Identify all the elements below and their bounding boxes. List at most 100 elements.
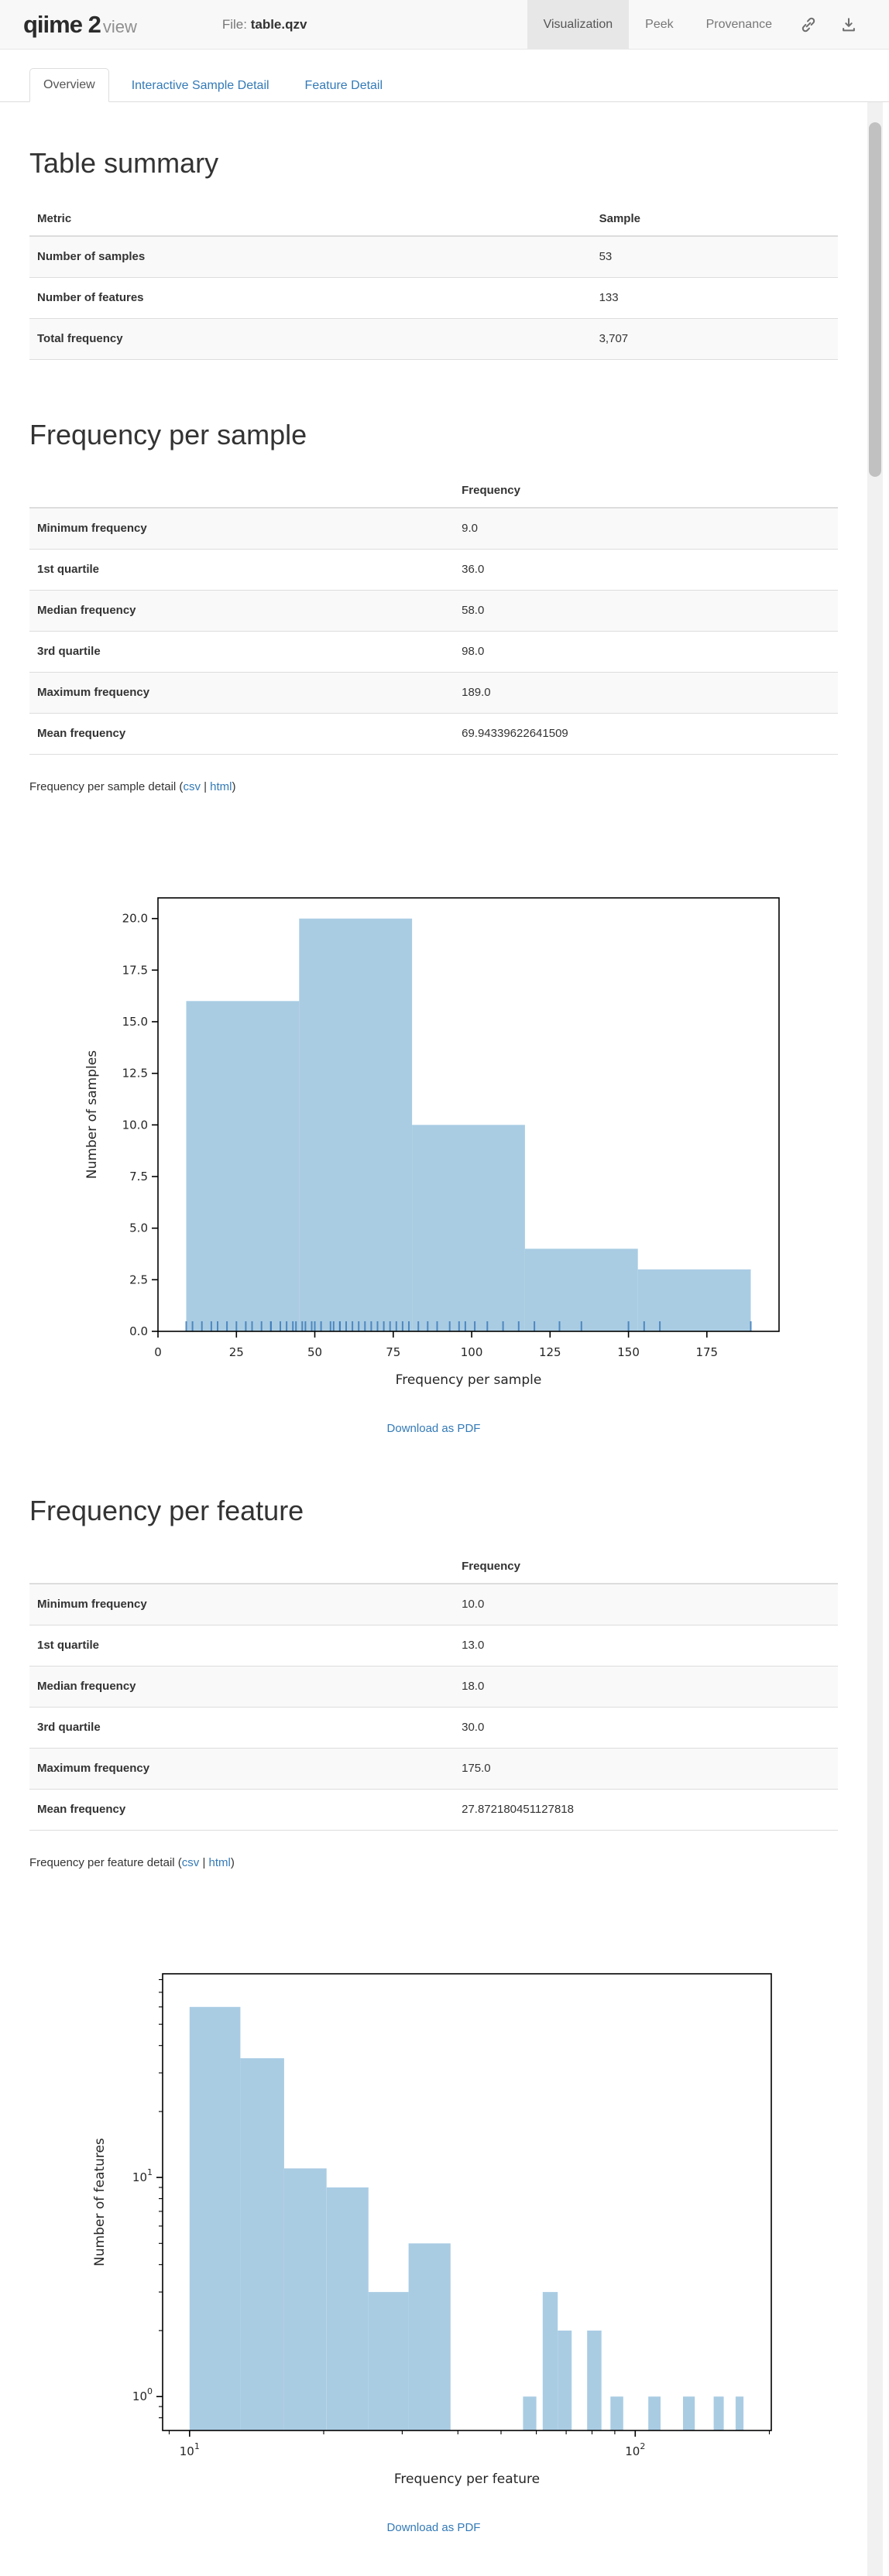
table-row: Number of features 133: [29, 277, 838, 319]
sample-detail-line: Frequency per sample detail (csv | html): [29, 779, 838, 794]
table-summary-heading: Table summary: [29, 147, 219, 179]
value-cell: 98.0: [462, 645, 485, 658]
value-cell: 13.0: [462, 1639, 485, 1652]
metric-cell: Number of samples: [37, 250, 146, 263]
frequency-per-sample-table: Frequency Minimum frequency 9.0 1st quarti…: [29, 474, 838, 755]
svg-text:15.0: 15.0: [122, 1015, 148, 1029]
svg-text:0.0: 0.0: [129, 1324, 148, 1338]
value-cell: 36.0: [462, 563, 485, 576]
qiime2view-logo[interactable]: qiime 2 view: [23, 11, 137, 39]
table-row: Median frequency 58.0: [29, 590, 838, 632]
table-header-row: Frequency: [29, 474, 838, 509]
svg-text:Number of samples: Number of samples: [84, 1050, 100, 1179]
file-name: table.qzv: [250, 16, 307, 32]
feature-detail-csv-link[interactable]: csv: [181, 1856, 200, 1869]
value-cell: 189.0: [462, 686, 491, 699]
metric-cell: Mean frequency: [37, 1803, 126, 1816]
metric-cell: Mean frequency: [37, 727, 126, 740]
feature-download-line: Download as PDF: [29, 2520, 838, 2535]
col-header-sample: Sample: [591, 203, 838, 237]
overview-content: Table summary Metric Sample Number of sa…: [29, 147, 838, 2574]
svg-text:17.5: 17.5: [122, 963, 148, 977]
metric-cell: 1st quartile: [37, 563, 100, 576]
sample-download-pdf-link[interactable]: Download as PDF: [386, 1422, 481, 1435]
file-info: File: table.qzv: [222, 17, 307, 33]
detail-close-paren: ): [230, 1856, 235, 1869]
table-row: Mean frequency 69.94339622641509: [29, 713, 838, 755]
histogram-svg: 0 25 50 75 100 125 150 175 0.0 2.5 5.0 7.5 10.0 12.5 1…: [84, 897, 780, 1388]
download-file-icon[interactable]: [829, 0, 869, 50]
col-header-metric: Metric: [29, 203, 592, 237]
svg-text:5.0: 5.0: [129, 1221, 148, 1235]
svg-text:150: 150: [617, 1345, 640, 1359]
svg-text:Frequency per feature: Frequency per feature: [394, 2472, 540, 2487]
metric-cell: Minimum frequency: [37, 1598, 147, 1611]
metric-cell: Median frequency: [37, 1680, 136, 1693]
top-navbar: qiime 2 view File: table.qzv Visualizatio…: [0, 0, 889, 50]
col-header-empty: [29, 1550, 455, 1584]
value-cell: 69.94339622641509: [462, 727, 568, 740]
metric-cell: Median frequency: [37, 604, 136, 617]
col-header-frequency: Frequency: [454, 474, 838, 509]
feature-download-pdf-link[interactable]: Download as PDF: [386, 2521, 481, 2534]
sample-detail-html-link[interactable]: html: [210, 780, 232, 793]
tab-interactive-sample-detail[interactable]: Interactive Sample Detail: [131, 79, 269, 92]
metric-cell: Maximum frequency: [37, 1762, 150, 1775]
table-row: 1st quartile 13.0: [29, 1625, 838, 1667]
scrollbar[interactable]: [867, 102, 883, 2576]
value-cell: 53: [599, 250, 613, 263]
frequency-per-sample-histogram: 0 25 50 75 100 125 150 175 0.0 2.5 5.0 7.5 10.0 12.5 1…: [29, 886, 838, 1396]
col-header-empty: [29, 474, 455, 509]
tab-feature-detail[interactable]: Feature Detail: [304, 79, 383, 92]
svg-text:50: 50: [307, 1345, 322, 1359]
value-cell: 9.0: [462, 522, 478, 535]
svg-text:101: 101: [132, 2167, 153, 2184]
table-row: Maximum frequency 189.0: [29, 672, 838, 714]
value-cell: 133: [599, 291, 619, 304]
metric-cell: 3rd quartile: [37, 645, 101, 658]
scrollbar-thumb[interactable]: [869, 122, 881, 477]
histogram-svg: 101 102 100 101 Frequency per feature Number …: [92, 1973, 772, 2487]
table-row: Total frequency 3,707: [29, 318, 838, 360]
value-cell: 3,707: [599, 332, 629, 345]
value-cell: 10.0: [462, 1598, 485, 1611]
navbar-menu: Visualization Peek Provenance: [527, 0, 889, 50]
metric-cell: Total frequency: [37, 332, 123, 345]
nav-item-provenance[interactable]: Provenance: [705, 17, 772, 31]
value-cell: 30.0: [462, 1721, 485, 1734]
table-row: 3rd quartile 30.0: [29, 1707, 838, 1749]
svg-text:Number of features: Number of features: [92, 2138, 108, 2266]
feature-detail-text: Frequency per feature detail (: [29, 1856, 182, 1869]
svg-text:100: 100: [461, 1345, 483, 1359]
svg-text:102: 102: [625, 2441, 645, 2458]
sample-detail-csv-link[interactable]: csv: [183, 780, 201, 793]
svg-text:125: 125: [539, 1345, 561, 1359]
file-label: File:: [221, 16, 247, 32]
brand-qiime2-text: qiime 2: [23, 10, 101, 38]
svg-text:7.5: 7.5: [129, 1170, 148, 1184]
value-cell: 175.0: [462, 1762, 491, 1775]
nav-item-visualization[interactable]: Visualization: [527, 0, 630, 50]
feature-detail-line: Frequency per feature detail (csv | html…: [29, 1855, 838, 1870]
table-summary-table: Metric Sample Number of samples 53 Number …: [29, 203, 838, 360]
tab-overview[interactable]: Overview: [29, 68, 109, 102]
feature-detail-html-link[interactable]: html: [208, 1856, 231, 1869]
value-cell: 18.0: [462, 1680, 485, 1693]
svg-text:101: 101: [180, 2441, 200, 2458]
table-header-row: Frequency: [29, 1550, 838, 1584]
brand-view-text: view: [102, 16, 137, 36]
metric-cell: Minimum frequency: [37, 522, 147, 535]
svg-text:12.5: 12.5: [122, 1067, 148, 1081]
permalink-icon[interactable]: [788, 0, 829, 50]
metric-cell: 1st quartile: [37, 1639, 100, 1652]
table-header-row: Metric Sample: [29, 203, 838, 237]
table-row: Maximum frequency 175.0: [29, 1748, 838, 1790]
table-row: Minimum frequency 9.0: [29, 508, 838, 550]
svg-text:10.0: 10.0: [122, 1118, 148, 1132]
table-row: 3rd quartile 98.0: [29, 631, 838, 673]
svg-text:100: 100: [132, 2386, 153, 2403]
value-cell: 58.0: [462, 604, 485, 617]
nav-item-peek[interactable]: Peek: [645, 17, 674, 31]
svg-text:0: 0: [154, 1345, 162, 1359]
